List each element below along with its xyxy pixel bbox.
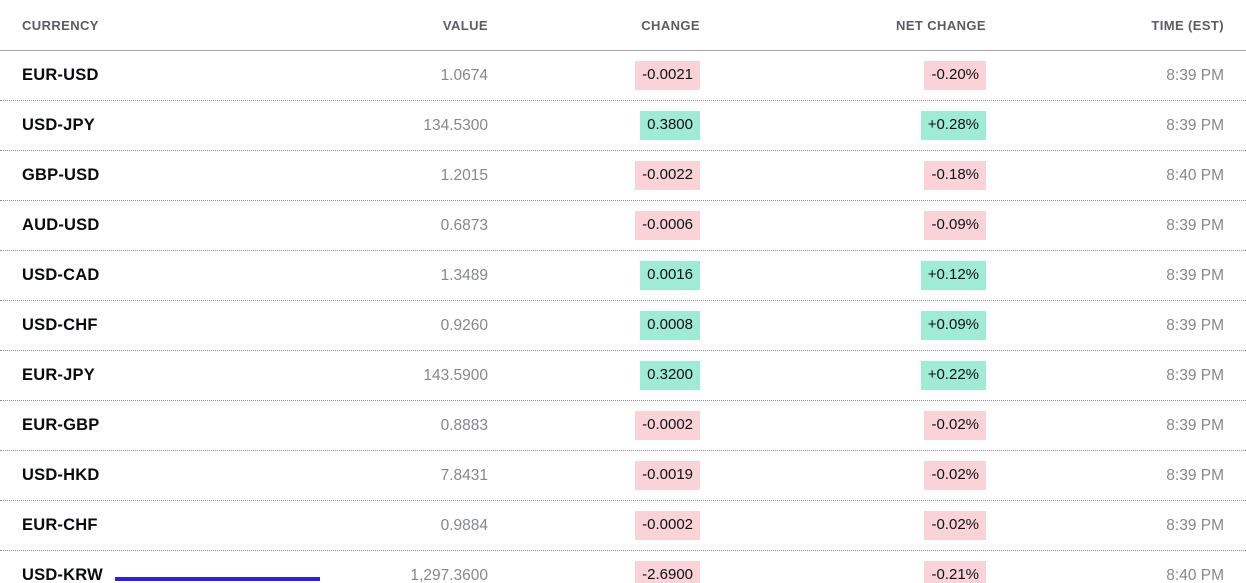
net-change-chip: -0.18%	[924, 161, 986, 190]
net-change-chip: -0.20%	[924, 61, 986, 90]
currency-pair-link[interactable]: USD-HKD	[22, 466, 100, 484]
change-chip: -0.0019	[635, 461, 700, 490]
value-cell: 1,297.3600	[410, 566, 488, 583]
change-chip: -2.6900	[635, 561, 700, 583]
value-cell: 134.5300	[423, 116, 488, 134]
column-header-net-change: NET CHANGE	[896, 17, 986, 33]
table-row: EUR-CHF 0.9884 -0.0002 -0.02% 8:39 PM	[0, 501, 1246, 551]
change-chip: 0.0008	[640, 311, 700, 340]
table-row: USD-KRW 1,297.3600 -2.6900 -0.21% 8:40 P…	[0, 551, 1246, 583]
table-row: EUR-GBP 0.8883 -0.0002 -0.02% 8:39 PM	[0, 401, 1246, 451]
column-header-currency: CURRENCY	[22, 17, 99, 33]
currency-pair-link[interactable]: USD-CHF	[22, 316, 98, 334]
table-row: GBP-USD 1.2015 -0.0022 -0.18% 8:40 PM	[0, 151, 1246, 201]
table-row: EUR-USD 1.0674 -0.0021 -0.20% 8:39 PM	[0, 51, 1246, 101]
column-header-time: TIME (EST)	[1151, 17, 1224, 33]
time-cell: 8:39 PM	[1166, 266, 1224, 284]
change-chip: 0.3800	[640, 111, 700, 140]
currency-pair-link[interactable]: EUR-CHF	[22, 516, 98, 534]
time-cell: 8:39 PM	[1166, 66, 1224, 84]
table-body: EUR-USD 1.0674 -0.0021 -0.20% 8:39 PM US…	[0, 51, 1246, 583]
table-row: USD-HKD 7.8431 -0.0019 -0.02% 8:39 PM	[0, 451, 1246, 501]
time-cell: 8:39 PM	[1166, 116, 1224, 134]
change-chip: -0.0021	[635, 61, 700, 90]
value-cell: 0.9260	[440, 316, 488, 334]
currency-pair-link[interactable]: USD-CAD	[22, 266, 100, 284]
value-cell: 0.9884	[440, 516, 488, 534]
column-header-value: VALUE	[442, 17, 488, 33]
change-chip: -0.0022	[635, 161, 700, 190]
net-change-chip: -0.02%	[924, 511, 986, 540]
value-cell: 0.8883	[440, 416, 488, 434]
time-cell: 8:40 PM	[1166, 166, 1224, 184]
currency-pair-link[interactable]: USD-JPY	[22, 116, 95, 134]
change-chip: 0.0016	[640, 261, 700, 290]
time-cell: 8:39 PM	[1166, 316, 1224, 334]
currency-pair-link[interactable]: AUD-USD	[22, 216, 100, 234]
change-chip: -0.0002	[635, 411, 700, 440]
net-change-chip: +0.22%	[920, 361, 986, 390]
currency-pair-link[interactable]: USD-KRW	[22, 566, 103, 583]
time-cell: 8:39 PM	[1166, 416, 1224, 434]
net-change-chip: -0.21%	[924, 561, 986, 583]
net-change-chip: -0.09%	[924, 211, 986, 240]
currency-pair-link[interactable]: EUR-JPY	[22, 366, 95, 384]
table-header-row: CURRENCY VALUE CHANGE NET CHANGE TIME (E…	[0, 0, 1246, 51]
table-row: USD-JPY 134.5300 0.3800 +0.28% 8:39 PM	[0, 101, 1246, 151]
change-chip: -0.0006	[635, 211, 700, 240]
value-cell: 0.6873	[440, 216, 488, 234]
value-cell: 1.2015	[440, 166, 488, 184]
change-chip: 0.3200	[640, 361, 700, 390]
time-cell: 8:39 PM	[1166, 466, 1224, 484]
value-cell: 143.5900	[423, 366, 488, 384]
net-change-chip: -0.02%	[924, 461, 986, 490]
net-change-chip: -0.02%	[924, 411, 986, 440]
table-row: USD-CAD 1.3489 0.0016 +0.12% 8:39 PM	[0, 251, 1246, 301]
table-row: USD-CHF 0.9260 0.0008 +0.09% 8:39 PM	[0, 301, 1246, 351]
time-cell: 8:39 PM	[1166, 366, 1224, 384]
net-change-chip: +0.09%	[920, 311, 986, 340]
net-change-chip: +0.12%	[920, 261, 986, 290]
currency-pair-link[interactable]: GBP-USD	[22, 166, 100, 184]
next-section-accent-bar	[115, 577, 320, 581]
time-cell: 8:40 PM	[1166, 566, 1224, 583]
currency-pair-link[interactable]: EUR-GBP	[22, 416, 100, 434]
time-cell: 8:39 PM	[1166, 216, 1224, 234]
change-chip: -0.0002	[635, 511, 700, 540]
value-cell: 1.0674	[440, 66, 488, 84]
table-row: AUD-USD 0.6873 -0.0006 -0.09% 8:39 PM	[0, 201, 1246, 251]
value-cell: 1.3489	[440, 266, 488, 284]
table-row: EUR-JPY 143.5900 0.3200 +0.22% 8:39 PM	[0, 351, 1246, 401]
time-cell: 8:39 PM	[1166, 516, 1224, 534]
value-cell: 7.8431	[440, 466, 488, 484]
column-header-change: CHANGE	[641, 17, 700, 33]
net-change-chip: +0.28%	[920, 111, 986, 140]
currency-pair-link[interactable]: EUR-USD	[22, 66, 99, 84]
